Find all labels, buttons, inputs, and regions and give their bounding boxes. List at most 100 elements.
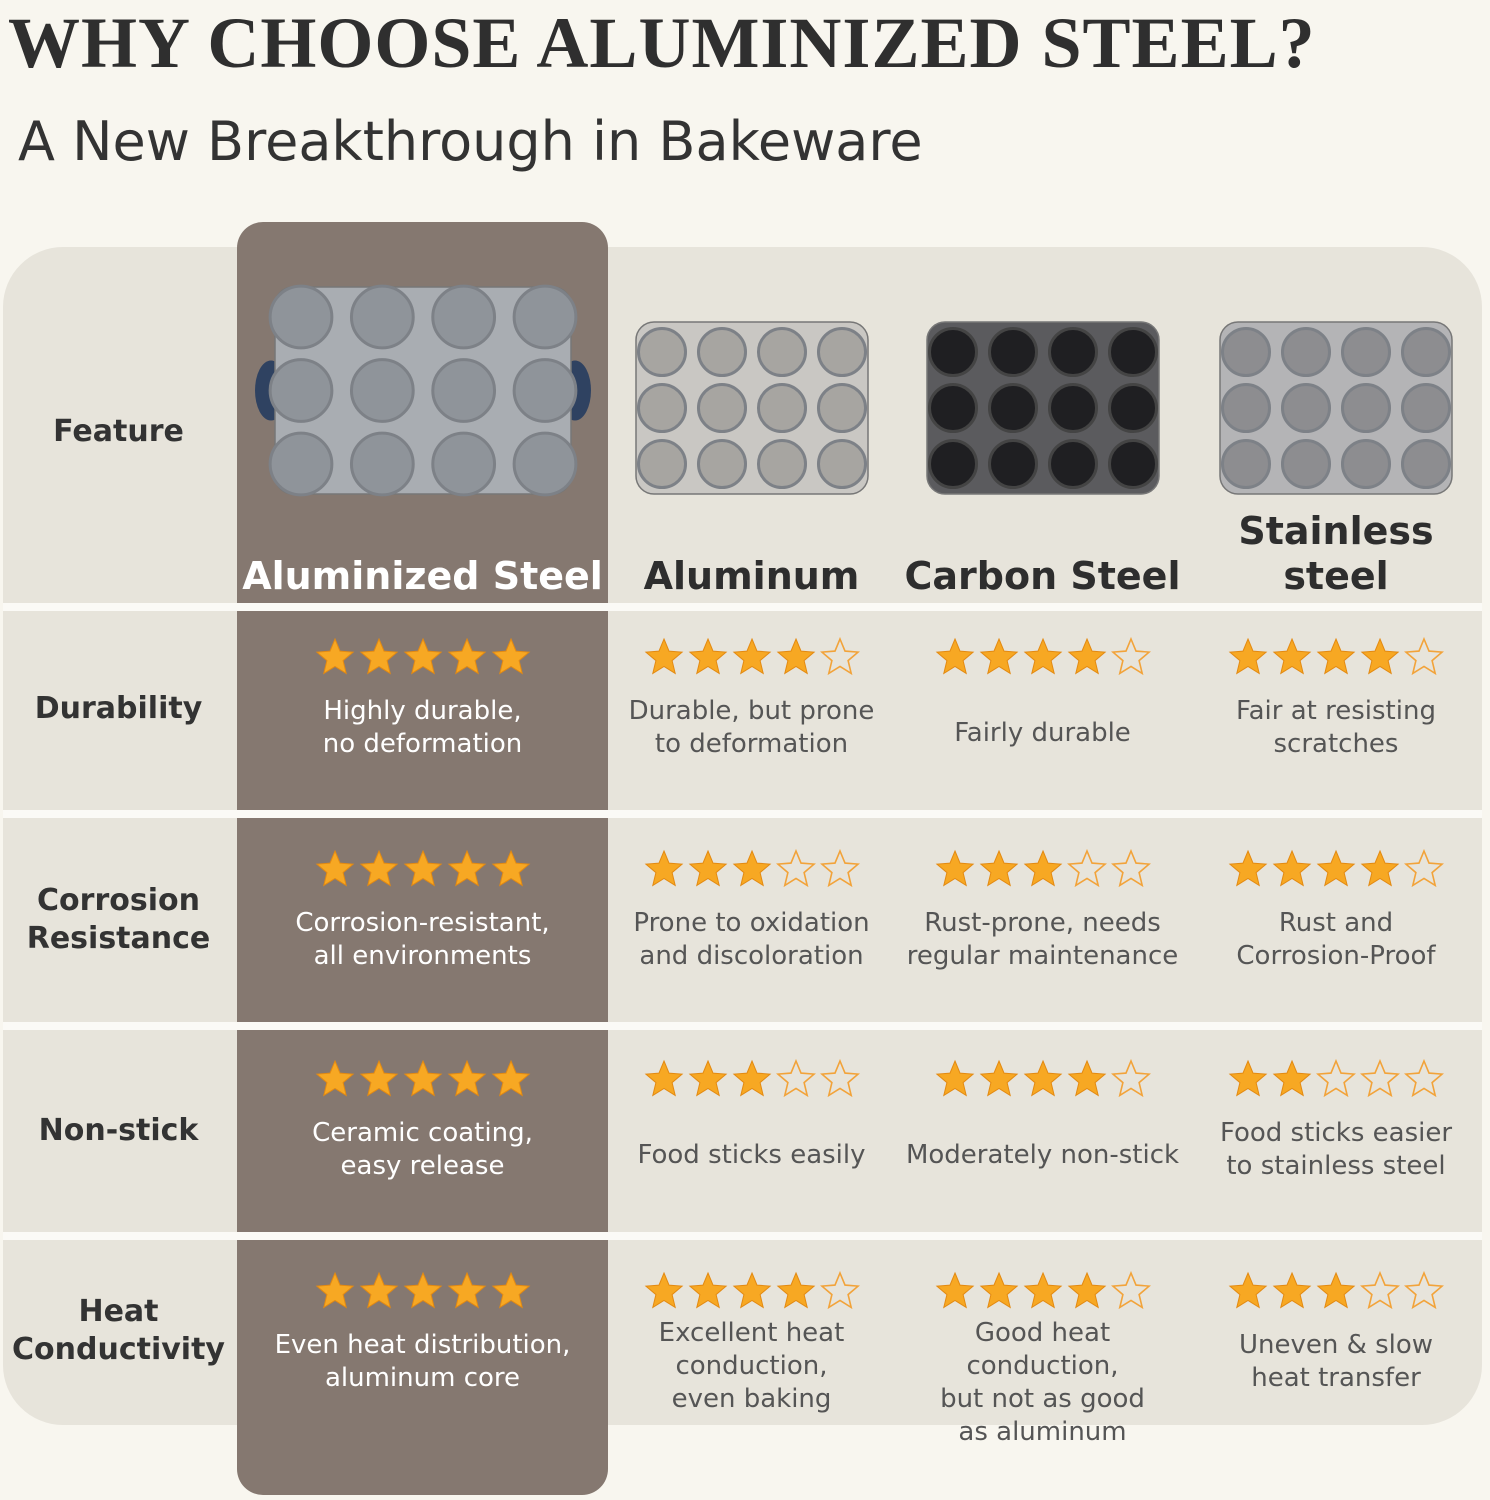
star-filled bbox=[935, 1059, 974, 1097]
star-filled bbox=[447, 1059, 486, 1097]
star-empty bbox=[1066, 849, 1107, 888]
star-filled bbox=[315, 637, 354, 675]
star-rating bbox=[1228, 849, 1444, 889]
description-line: to stainless steel bbox=[1226, 1151, 1446, 1181]
star-filled bbox=[1023, 1059, 1062, 1097]
star-rating bbox=[935, 637, 1151, 677]
star-filled bbox=[1316, 1271, 1356, 1309]
star-filled bbox=[979, 849, 1018, 887]
description: Good heat conduction, but not as good as a… bbox=[895, 1317, 1190, 1449]
star-rating bbox=[1228, 1059, 1444, 1099]
star-empty bbox=[1110, 637, 1151, 676]
star-rating bbox=[644, 1271, 860, 1311]
feature-label: Non-stick bbox=[0, 1025, 237, 1237]
star-filled bbox=[1316, 849, 1356, 887]
description-line: all environments bbox=[313, 941, 532, 971]
pan-image bbox=[1219, 321, 1453, 495]
pan-image bbox=[254, 284, 591, 497]
rating-cell: Good heat conduction, but not as good as a… bbox=[895, 1237, 1190, 1447]
description: Fair at resisting scratches bbox=[1236, 695, 1436, 761]
rating-cell: Excellent heat conduction, even baking bbox=[608, 1237, 895, 1425]
feature-label-line: Conductivity bbox=[12, 1332, 225, 1367]
star-filled bbox=[935, 849, 974, 887]
star-filled bbox=[1228, 849, 1268, 887]
description-line: regular maintenance bbox=[906, 941, 1179, 971]
pan-image bbox=[925, 321, 1160, 495]
description-line: but not as good bbox=[940, 1384, 1145, 1414]
star-filled bbox=[1023, 1271, 1062, 1309]
rating-cell: Highly durable, no deformation bbox=[237, 603, 608, 815]
rating-cell: Even heat distribution, aluminum core bbox=[237, 1237, 608, 1425]
star-empty bbox=[1110, 1059, 1151, 1098]
description-line: scratches bbox=[1273, 729, 1399, 759]
star-filled bbox=[359, 849, 398, 887]
star-filled bbox=[644, 637, 683, 675]
star-filled bbox=[1272, 1059, 1312, 1097]
column-header-line: Stainless bbox=[1238, 509, 1434, 553]
description-line: no deformation bbox=[322, 729, 523, 759]
description: Moderately non-stick bbox=[906, 1139, 1179, 1172]
star-filled bbox=[644, 1271, 683, 1309]
rating-cell: Rust-prone, needs regular maintenance bbox=[895, 815, 1190, 1025]
star-empty bbox=[819, 849, 860, 888]
star-filled bbox=[1272, 637, 1312, 675]
star-empty bbox=[1110, 1271, 1151, 1310]
star-empty bbox=[775, 1059, 816, 1098]
star-filled bbox=[1228, 1271, 1268, 1309]
description: Prone to oxidation and discoloration bbox=[633, 907, 869, 973]
subtitle: A New Breakthrough in Bakeware bbox=[18, 110, 923, 173]
description-line: Good heat conduction, bbox=[966, 1318, 1119, 1381]
column-header: Stainless steel bbox=[1190, 508, 1482, 600]
star-empty bbox=[1404, 1059, 1444, 1098]
description-line: Highly durable, bbox=[323, 696, 522, 726]
feature-label: Heat Conductivity bbox=[0, 1237, 237, 1425]
rating-cell: Durable, but prone to deformation bbox=[608, 603, 895, 815]
star-filled bbox=[732, 849, 771, 887]
description: Uneven & slow heat transfer bbox=[1239, 1329, 1433, 1395]
rating-cell: Ceramic coating, easy release bbox=[237, 1025, 608, 1237]
star-filled bbox=[359, 1059, 398, 1097]
feature-header: Feature bbox=[53, 414, 184, 449]
star-filled bbox=[491, 849, 530, 887]
star-empty bbox=[775, 849, 816, 888]
star-empty bbox=[819, 1059, 860, 1098]
star-filled bbox=[688, 849, 727, 887]
star-empty bbox=[1360, 1059, 1400, 1098]
star-empty bbox=[1404, 1271, 1444, 1310]
description-line: Excellent heat bbox=[658, 1318, 845, 1348]
star-filled bbox=[776, 1271, 815, 1309]
star-filled bbox=[979, 1059, 1018, 1097]
star-filled bbox=[1067, 1271, 1106, 1309]
description-line: easy release bbox=[340, 1151, 505, 1181]
star-filled bbox=[688, 1271, 727, 1309]
star-filled bbox=[1272, 849, 1312, 887]
star-filled bbox=[732, 1271, 771, 1309]
description: Ceramic coating, easy release bbox=[312, 1117, 533, 1183]
row-separator bbox=[3, 1022, 1482, 1030]
row-separator bbox=[3, 603, 1482, 611]
star-filled bbox=[403, 1271, 442, 1309]
star-filled bbox=[1272, 1271, 1312, 1309]
feature-label-line: Non-stick bbox=[38, 1113, 199, 1148]
star-filled bbox=[1228, 1059, 1268, 1097]
description: Food sticks easier to stainless steel bbox=[1220, 1117, 1452, 1183]
column-header: Aluminized Steel bbox=[237, 530, 608, 622]
description: Corrosion-resistant, all environments bbox=[295, 907, 549, 973]
rating-cell: Corrosion-resistant, all environments bbox=[237, 815, 608, 1025]
description-line: Prone to oxidation bbox=[633, 908, 870, 938]
feature-label-line: Durability bbox=[34, 691, 203, 726]
description-line: heat transfer bbox=[1251, 1363, 1421, 1393]
star-filled bbox=[491, 1059, 530, 1097]
star-empty bbox=[1316, 1059, 1356, 1098]
description-line: as aluminum bbox=[958, 1417, 1127, 1447]
rating-cell: Rust and Corrosion-Proof bbox=[1190, 815, 1482, 1025]
star-filled bbox=[315, 849, 354, 887]
star-rating bbox=[644, 637, 860, 677]
column-header-line: Aluminized Steel bbox=[242, 553, 603, 598]
column-header: Aluminum bbox=[608, 530, 895, 622]
description-line: Uneven & slow bbox=[1238, 1330, 1434, 1360]
description: Rust-prone, needs regular maintenance bbox=[907, 907, 1179, 973]
description: Durable, but prone to deformation bbox=[629, 695, 875, 761]
column-header-line: Aluminum bbox=[643, 553, 860, 598]
